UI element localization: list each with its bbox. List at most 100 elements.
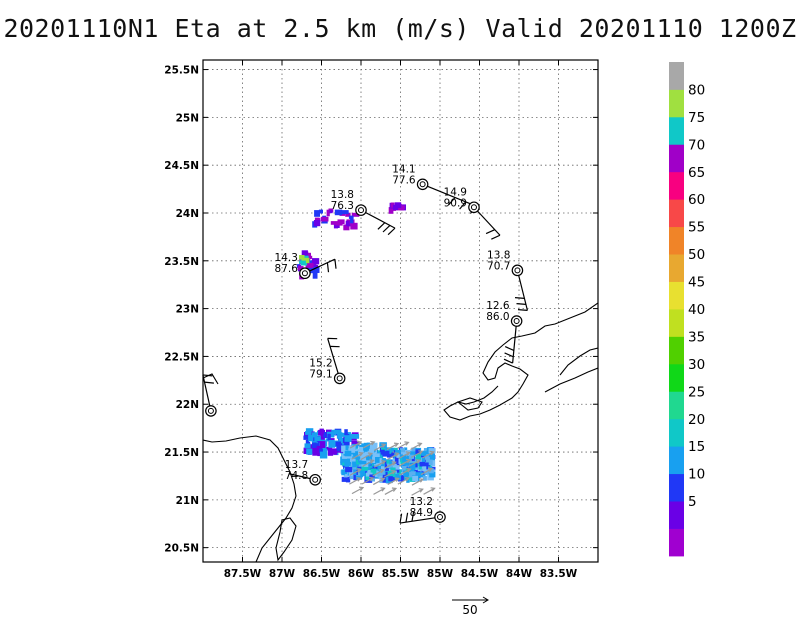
station-value-secondary: 76.3	[331, 200, 354, 212]
shade-cell	[375, 457, 380, 463]
wind-vector-head	[404, 477, 410, 482]
shade-cell	[343, 474, 348, 478]
wind-vector	[373, 487, 385, 495]
station-value-speed: 14.9	[444, 186, 467, 198]
shade-cell	[386, 459, 390, 464]
shade-cell	[341, 476, 349, 482]
shade-cell	[387, 470, 396, 478]
station-marker: 14.990.9	[444, 186, 501, 240]
shade-cell	[415, 449, 420, 456]
colorbar-swatch	[669, 281, 684, 310]
shade-cell	[314, 438, 321, 445]
station-inner-circle	[358, 207, 364, 214]
station-value-secondary: 90.9	[444, 197, 467, 209]
wind-vector	[420, 468, 433, 476]
colorbar-swatch	[669, 336, 684, 365]
station-value-secondary: 86.0	[486, 311, 509, 323]
shade-cell	[386, 453, 395, 458]
station-inner-circle	[513, 318, 520, 325]
shade-cell	[335, 221, 343, 226]
shade-cell	[421, 451, 427, 456]
lon-tick-label: 85W	[427, 568, 454, 580]
wind-vector-head	[418, 478, 425, 483]
shade-cell	[344, 450, 352, 457]
colorbar-swatch	[669, 309, 684, 337]
shade-cell	[398, 205, 405, 210]
shade-cell	[356, 472, 361, 476]
shade-cell	[419, 461, 425, 467]
wind-vector	[351, 452, 363, 460]
colorbar-swatch	[669, 363, 684, 392]
shade-cell	[355, 473, 363, 480]
lon-tick-label: 84W	[506, 568, 533, 580]
colorbar-swatch	[669, 473, 684, 502]
shade-cell	[341, 458, 348, 463]
shade-cell	[391, 465, 400, 470]
colorbar-swatch	[669, 199, 684, 228]
shade-cell	[427, 474, 434, 481]
colorbar-swatch	[669, 89, 684, 118]
lat-tick-label: 21.5N	[164, 447, 199, 459]
shade-cell	[326, 446, 333, 451]
shade-cell	[359, 444, 365, 449]
shade-cell	[415, 453, 421, 461]
shade-cell	[351, 212, 360, 217]
station-inner-circle	[336, 375, 343, 382]
shade-cell	[313, 443, 322, 448]
colorbar-label: 70	[688, 137, 705, 153]
colorbar-swatch	[669, 418, 684, 447]
colorbar-label: 80	[688, 82, 705, 98]
shade-cell	[350, 458, 356, 462]
shade-cell	[395, 449, 401, 454]
shade-cell	[361, 465, 369, 471]
shade-cell	[328, 443, 336, 448]
wind-barb-staff	[327, 338, 341, 379]
colorbar-swatch	[669, 62, 684, 90]
shade-cell	[394, 466, 400, 473]
station-inner-circle	[312, 476, 319, 483]
shade-cell	[408, 468, 415, 473]
wind-barb-feather	[202, 374, 213, 377]
shade-cell	[344, 435, 351, 442]
plot-frame	[203, 60, 598, 562]
longitude-labels: 87.5W 87W 86.5W 86W 85.5W 85W 84.5W 84W 83.5W	[224, 568, 578, 580]
shade-cell	[305, 428, 314, 432]
lat-tick-label: 23N	[176, 304, 199, 316]
station-value-speed: 12.6	[486, 300, 510, 312]
station-value-speed: 14.3	[275, 252, 298, 264]
wind-vector	[387, 477, 400, 485]
colorbar-swatch	[669, 391, 684, 420]
station-marker: 12.686.0	[486, 300, 523, 364]
wind-vector	[423, 487, 435, 495]
wind-vector	[411, 488, 423, 496]
shade-cell	[341, 445, 346, 452]
shade-cell	[346, 454, 354, 462]
station-value-speed: 15.2	[309, 357, 332, 369]
lon-tick-label: 84.5W	[461, 568, 499, 580]
station-circle	[511, 264, 524, 277]
station-value-secondary: 84.9	[410, 507, 433, 519]
wind-vector-head	[358, 486, 365, 491]
wind-vector-head	[406, 468, 412, 473]
shade-cell	[319, 428, 324, 435]
wind-barb-staff	[473, 206, 501, 236]
wind-vector-head	[427, 467, 434, 472]
station-marker: 14.387.6	[275, 252, 337, 280]
lat-tick-label: 24.5N	[164, 160, 199, 172]
station-value-secondary: 77.6	[392, 174, 416, 186]
wind-vector-head	[356, 477, 362, 482]
wind-barb-feather	[503, 358, 513, 364]
shade-cell	[326, 209, 330, 217]
shade-cell	[395, 469, 402, 477]
wind-vector-head	[379, 468, 385, 474]
wind-vector	[373, 443, 386, 451]
shade-cell	[312, 266, 320, 273]
colorbar-label: 40	[688, 302, 705, 318]
shade-cell	[314, 445, 323, 453]
shade-cell	[300, 255, 309, 259]
shade-cell	[415, 472, 423, 478]
shade-cell	[385, 466, 393, 472]
shade-cell	[312, 272, 318, 279]
shade-cell	[409, 463, 416, 470]
shade-cell	[343, 445, 351, 452]
